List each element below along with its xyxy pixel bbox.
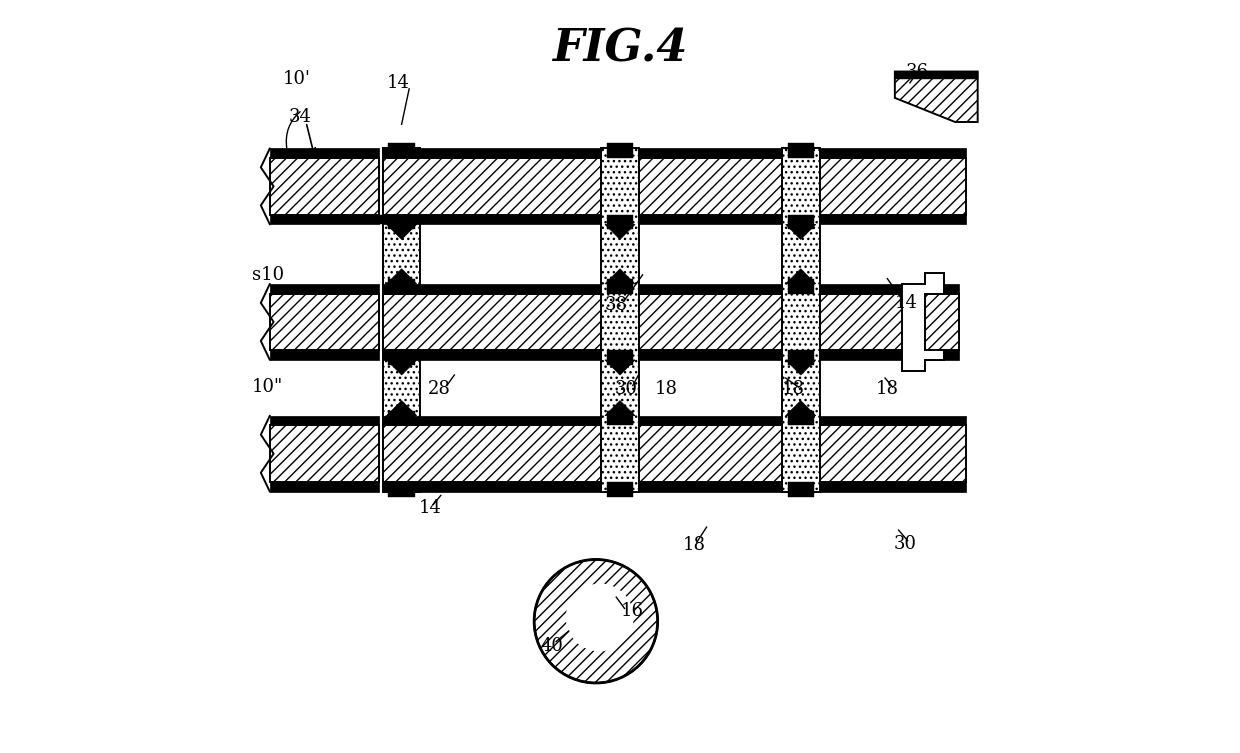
Polygon shape xyxy=(270,482,379,492)
Text: 18: 18 xyxy=(655,380,678,398)
Polygon shape xyxy=(820,215,966,224)
Polygon shape xyxy=(270,294,379,350)
Polygon shape xyxy=(270,215,379,224)
Polygon shape xyxy=(383,350,601,360)
Text: 18: 18 xyxy=(682,536,706,554)
Polygon shape xyxy=(639,416,782,425)
Polygon shape xyxy=(383,294,601,350)
Polygon shape xyxy=(383,482,601,492)
Polygon shape xyxy=(639,482,782,492)
Text: 18: 18 xyxy=(781,380,805,398)
Text: 28: 28 xyxy=(428,380,450,398)
Text: 10': 10' xyxy=(283,70,310,88)
Polygon shape xyxy=(605,224,635,239)
Text: 30: 30 xyxy=(893,535,916,553)
Polygon shape xyxy=(639,294,782,350)
Polygon shape xyxy=(639,284,782,294)
Polygon shape xyxy=(387,360,417,375)
Polygon shape xyxy=(820,148,966,158)
Polygon shape xyxy=(606,350,634,365)
Polygon shape xyxy=(383,416,601,425)
Text: 14: 14 xyxy=(895,294,918,312)
Polygon shape xyxy=(787,482,813,497)
Polygon shape xyxy=(383,425,601,482)
Polygon shape xyxy=(903,273,944,371)
Polygon shape xyxy=(820,482,966,492)
Polygon shape xyxy=(270,416,379,425)
Text: s10: s10 xyxy=(252,266,284,284)
Polygon shape xyxy=(820,158,966,215)
Circle shape xyxy=(565,584,634,651)
Polygon shape xyxy=(820,416,966,425)
Polygon shape xyxy=(787,279,813,294)
Polygon shape xyxy=(601,148,639,492)
Polygon shape xyxy=(786,401,816,416)
Polygon shape xyxy=(605,401,635,416)
Polygon shape xyxy=(895,72,977,122)
Polygon shape xyxy=(383,158,601,215)
Polygon shape xyxy=(387,269,417,284)
Polygon shape xyxy=(787,215,813,230)
Polygon shape xyxy=(820,284,959,294)
Text: 40: 40 xyxy=(541,637,564,655)
Polygon shape xyxy=(639,425,782,482)
Polygon shape xyxy=(388,215,415,230)
Polygon shape xyxy=(820,425,966,482)
Polygon shape xyxy=(270,158,379,215)
Polygon shape xyxy=(383,284,601,294)
Polygon shape xyxy=(388,482,415,497)
Polygon shape xyxy=(388,279,415,294)
Text: 16: 16 xyxy=(620,602,644,620)
Polygon shape xyxy=(787,350,813,365)
Polygon shape xyxy=(786,224,816,239)
Polygon shape xyxy=(270,284,379,294)
Polygon shape xyxy=(606,215,634,230)
Polygon shape xyxy=(379,215,383,224)
Polygon shape xyxy=(605,269,635,284)
Polygon shape xyxy=(388,144,415,158)
Polygon shape xyxy=(639,215,782,224)
Polygon shape xyxy=(605,360,635,375)
Circle shape xyxy=(534,559,657,683)
Polygon shape xyxy=(786,360,816,375)
Polygon shape xyxy=(639,158,782,215)
Text: 10": 10" xyxy=(252,378,283,396)
Polygon shape xyxy=(787,144,813,158)
Polygon shape xyxy=(387,224,417,239)
Polygon shape xyxy=(787,411,813,425)
Polygon shape xyxy=(270,350,379,360)
Polygon shape xyxy=(383,148,420,492)
Polygon shape xyxy=(270,148,379,158)
Text: 36: 36 xyxy=(906,62,929,81)
Polygon shape xyxy=(606,411,634,425)
Polygon shape xyxy=(820,350,959,360)
Polygon shape xyxy=(388,350,415,365)
Polygon shape xyxy=(786,269,816,284)
Polygon shape xyxy=(387,401,417,416)
Polygon shape xyxy=(606,279,634,294)
Polygon shape xyxy=(270,425,379,482)
Polygon shape xyxy=(606,144,634,158)
Polygon shape xyxy=(383,148,601,158)
Polygon shape xyxy=(895,72,977,79)
Polygon shape xyxy=(388,411,415,425)
Polygon shape xyxy=(606,482,634,497)
Polygon shape xyxy=(383,215,601,224)
Polygon shape xyxy=(639,148,782,158)
Text: 18: 18 xyxy=(875,380,899,398)
Text: 30: 30 xyxy=(615,380,637,398)
Text: 14: 14 xyxy=(387,74,409,92)
Polygon shape xyxy=(782,148,820,492)
Text: FIG.4: FIG.4 xyxy=(552,27,688,71)
Polygon shape xyxy=(820,294,959,350)
Text: 34: 34 xyxy=(289,108,311,126)
Polygon shape xyxy=(639,350,782,360)
Text: 38: 38 xyxy=(605,296,627,314)
Text: 14: 14 xyxy=(419,499,441,517)
